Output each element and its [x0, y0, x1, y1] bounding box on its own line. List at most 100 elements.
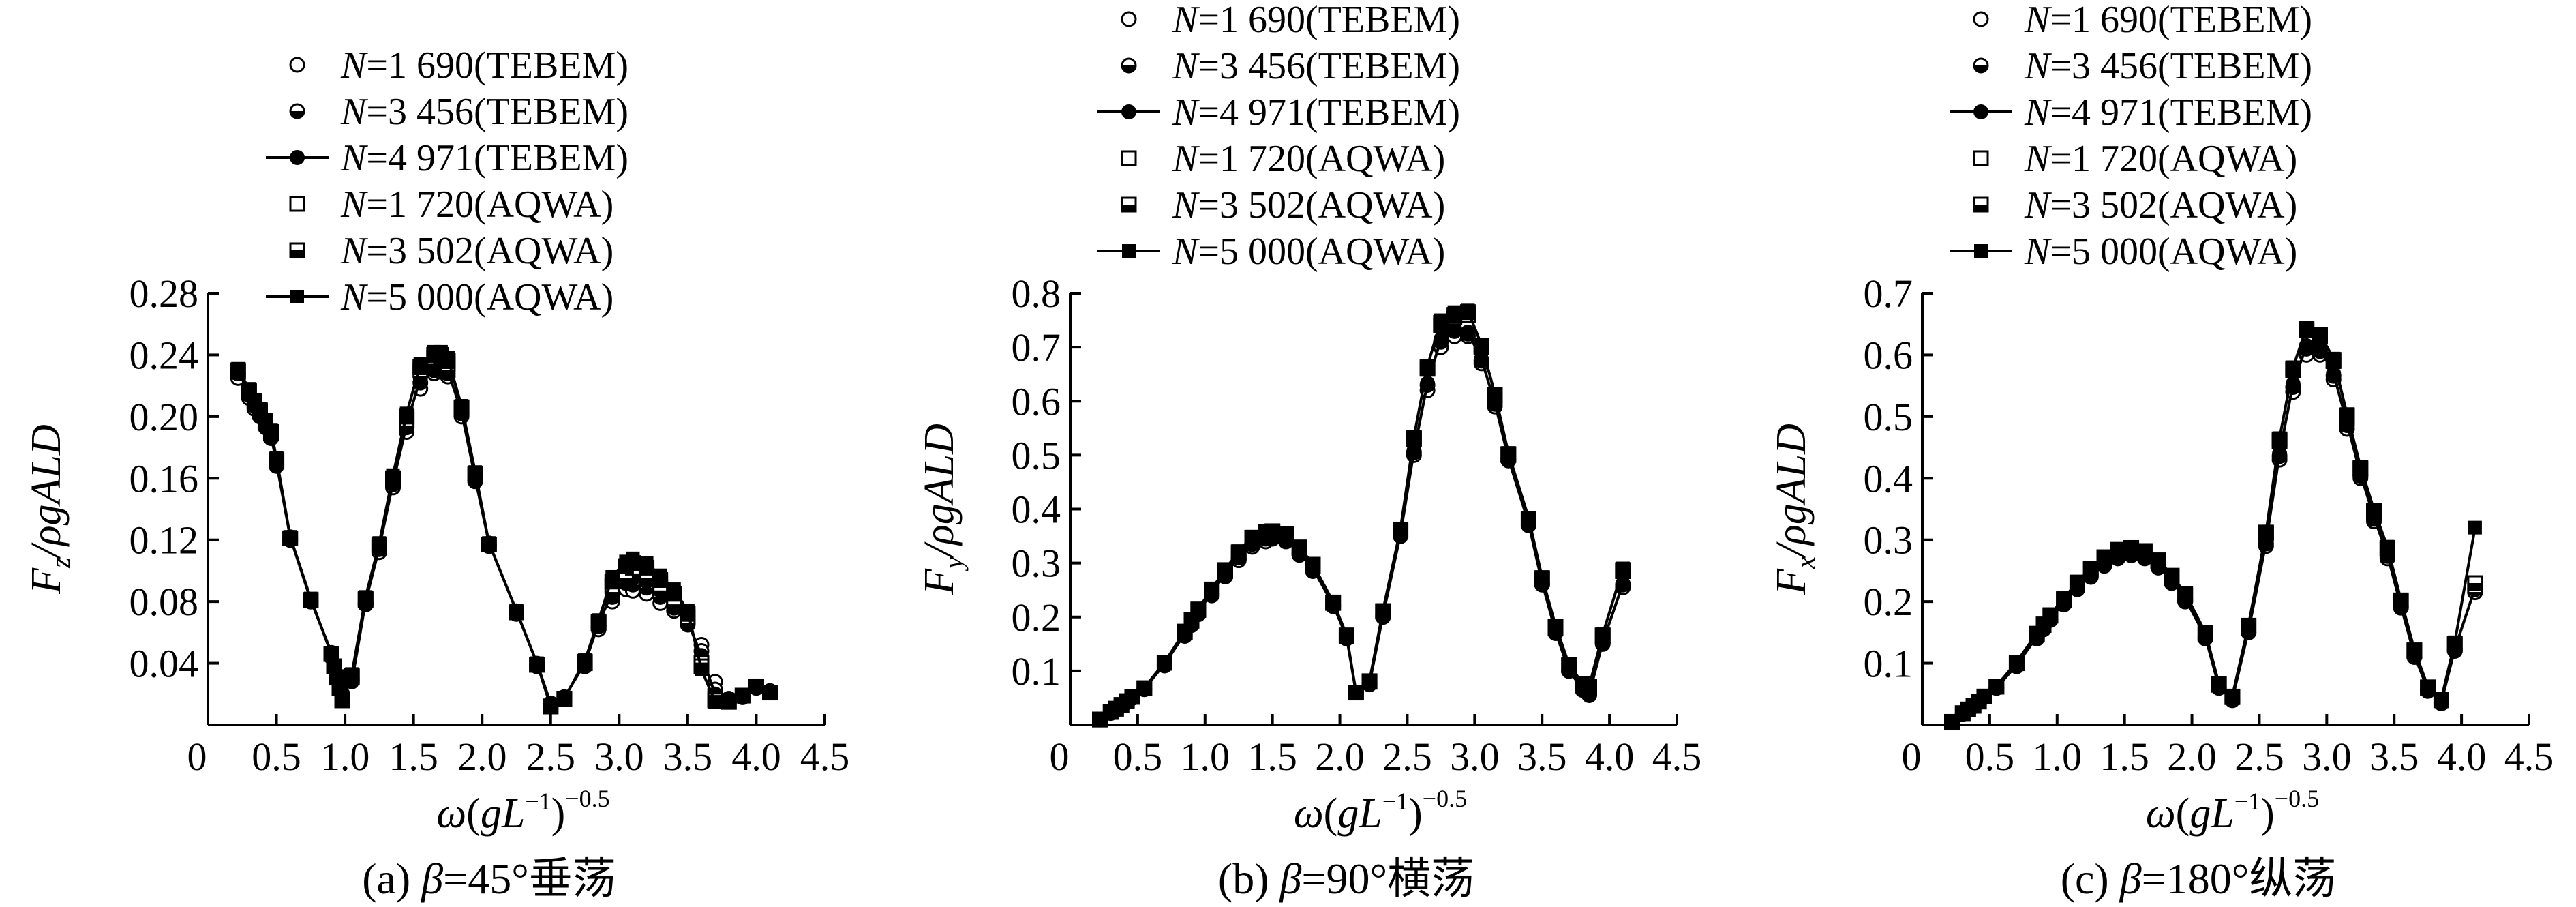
data-point — [264, 423, 278, 438]
x-tick-label: 2.5 — [1382, 734, 1432, 779]
x-tick-label: 2.0 — [2167, 734, 2217, 779]
x-axis-title: ω(gL−1)−0.5 — [2146, 785, 2319, 837]
data-point — [653, 568, 667, 582]
data-point — [695, 662, 708, 676]
caption-prefix: (b) — [1218, 854, 1280, 903]
y-axis-rest: /ρgALD — [1768, 423, 1815, 559]
data-point — [1125, 689, 1139, 704]
x-tick-label: 0.5 — [252, 734, 301, 779]
data-point-fill — [2468, 583, 2482, 591]
legend-text-rest: =1 720(AQWA) — [1198, 138, 1445, 180]
legend-n: N — [2024, 138, 2052, 180]
data-point — [1349, 685, 1363, 700]
legend-n: N — [2024, 0, 2052, 41]
data-point — [530, 656, 544, 670]
y-axis-main: F — [916, 568, 963, 595]
legend-marker — [1973, 11, 1989, 27]
data-point — [1376, 604, 1390, 618]
legend-label: N=3 502(AQWA) — [2024, 184, 2297, 226]
data-point — [1191, 601, 1205, 616]
data-point — [1232, 544, 1246, 559]
legend-item-6: N=5 000(AQWA) — [1950, 231, 2297, 273]
x-tick-label: 1.0 — [2033, 734, 2082, 779]
x-tick-label: 1.5 — [1247, 734, 1297, 779]
legend-n: N — [2024, 91, 2052, 134]
data-point — [1292, 539, 1307, 554]
legend-text-rest: =3 456(TEBEM) — [366, 91, 628, 133]
data-point-fill — [626, 584, 640, 592]
x-tick-label: 4.5 — [800, 734, 850, 779]
data-point — [667, 582, 681, 597]
legend-n: N — [2024, 45, 2052, 87]
x-axis-exp2: −0.5 — [2275, 785, 2319, 812]
data-point — [1549, 619, 1562, 633]
caption-beta: β — [420, 854, 443, 903]
data-point — [639, 556, 654, 570]
data-point — [2212, 676, 2226, 691]
legend-marker — [1973, 196, 1989, 213]
data-point-fill — [626, 563, 640, 570]
data-point-fill — [667, 593, 681, 601]
legend-marker-fill — [1122, 65, 1136, 72]
data-point — [482, 536, 496, 550]
legend-text-rest: =1 690(TEBEM) — [2050, 0, 2312, 41]
y-axis-main: F — [23, 567, 70, 595]
y-tick-label: 0.5 — [1864, 395, 1913, 439]
data-point — [626, 551, 640, 565]
x-axis-omega: ω — [436, 790, 466, 837]
x-tick-label: 0 — [1902, 734, 1922, 779]
legend-item-2: N=3 456(TEBEM) — [1973, 45, 2312, 87]
legend-marker — [1121, 57, 1137, 74]
x-axis-title: ω(gL−1)−0.5 — [1294, 785, 1467, 837]
data-point-fill — [653, 580, 667, 587]
series-line — [237, 366, 771, 706]
x-tick-label: 3.0 — [2302, 734, 2352, 779]
series-line — [237, 350, 771, 709]
data-point — [2164, 568, 2179, 582]
panel-caption: (a) β=45°垂荡 — [362, 854, 616, 903]
data-point — [330, 670, 344, 684]
x-tick-label: 4.0 — [1585, 734, 1635, 779]
caption-rest: =45°垂荡 — [443, 854, 616, 903]
legend-text-rest: =5 000(AQWA) — [2050, 231, 2297, 273]
legend-marker — [1121, 11, 1137, 27]
data-point — [2010, 655, 2024, 669]
x-axis-exp1: −1 — [525, 788, 551, 815]
legend-label: N=1 720(AQWA) — [340, 183, 613, 226]
data-point — [2340, 407, 2354, 421]
y-tick-label: 0.5 — [1012, 433, 1061, 477]
data-point — [2097, 550, 2111, 564]
legend-label: N=3 502(AQWA) — [340, 230, 613, 272]
caption-beta: β — [1279, 854, 1302, 903]
legend-label: N=1 720(AQWA) — [2024, 138, 2297, 180]
data-point — [2421, 679, 2435, 694]
data-point — [2380, 539, 2395, 554]
x-tick-label: 1.5 — [389, 734, 438, 779]
data-point — [2241, 618, 2256, 632]
series-4 — [1092, 307, 1631, 728]
data-point — [399, 406, 414, 421]
data-point — [2286, 360, 2300, 374]
data-point — [333, 681, 347, 695]
data-point — [1616, 561, 1630, 576]
data-point — [242, 382, 256, 396]
y-tick-label: 0.4 — [1012, 488, 1061, 532]
chart-panel-2: 0.1 0.2 0.3 0.4 0.5 0.6 0.7 0.8 0 0.5 1.0 1.5 2.0 2.5… — [916, 0, 1701, 903]
series-3 — [1092, 321, 1631, 728]
legend-n: N — [340, 276, 368, 318]
y-axis-rest: /ρgALD — [23, 424, 70, 559]
legend-item-4: N=1 720(AQWA) — [1973, 138, 2297, 180]
caption-beta: β — [2119, 854, 2142, 903]
legend-item-6: N=5 000(AQWA) — [1097, 231, 1445, 273]
data-point — [592, 613, 606, 627]
legend-text-rest: =3 456(TEBEM) — [1198, 45, 1460, 87]
x-tick-label: 0 — [187, 734, 207, 779]
y-tick-label: 0.04 — [130, 642, 199, 686]
legend-label: N=5 000(AQWA) — [2024, 231, 2297, 273]
y-axis-title: Fz/ρgALD — [23, 424, 76, 595]
y-tick-label: 0.4 — [1864, 456, 1913, 501]
legend-marker — [1121, 104, 1136, 119]
legend-text-rest: =1 720(AQWA) — [366, 183, 613, 226]
x-axis-paren: ( — [1324, 790, 1338, 837]
legend: N=1 690(TEBEM)N=3 456(TEBEM)N=4 971(TEBE… — [1950, 0, 2312, 273]
